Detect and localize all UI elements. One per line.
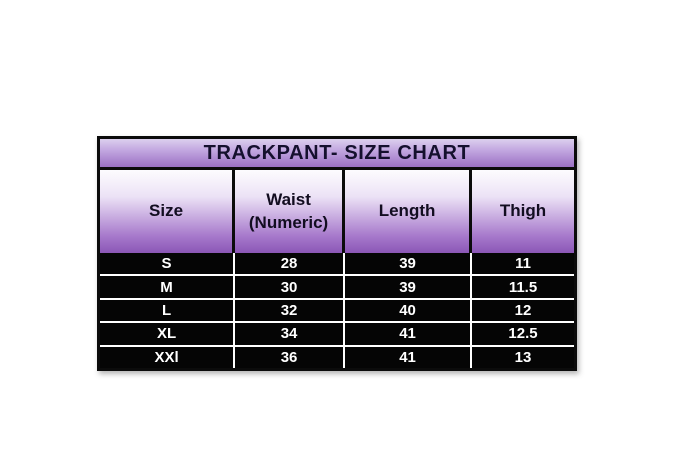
header-cell-waist: Waist (Numeric) bbox=[235, 170, 346, 253]
cell-thigh: 12 bbox=[514, 302, 532, 320]
cell-waist: 30 bbox=[235, 276, 346, 298]
table-title: TRACKPANT- SIZE CHART bbox=[100, 139, 574, 170]
cell-length: 41 bbox=[345, 323, 473, 345]
header-cell-length: Length bbox=[345, 170, 473, 253]
cell-size: L bbox=[100, 299, 236, 322]
cell-length: 41 bbox=[345, 346, 473, 369]
table-row: L 32 40 12 bbox=[100, 297, 574, 322]
cell-thigh: 11.5 bbox=[508, 278, 538, 296]
cell-thigh: 12.5 bbox=[508, 325, 538, 343]
table-row: S 28 39 11 bbox=[100, 253, 574, 275]
cell-length: 39 bbox=[345, 276, 473, 298]
table-header-row: Size Waist (Numeric) Length Thigh bbox=[100, 170, 574, 253]
cell-waist: 32 bbox=[235, 299, 346, 322]
cell-size: S bbox=[100, 253, 236, 275]
cell-length: 40 bbox=[345, 299, 473, 322]
table-body: S 28 39 11 M 30 39 11.5 L 32 40 12 XL 34… bbox=[100, 253, 574, 369]
cell-thigh: 13 bbox=[514, 348, 532, 366]
table-row: XXl 36 41 13 bbox=[100, 344, 574, 369]
table-row: XL 34 41 12.5 bbox=[100, 321, 574, 345]
header-cell-thigh: Thigh bbox=[472, 170, 574, 253]
cell-waist: 36 bbox=[235, 346, 346, 369]
cell-size: M bbox=[100, 276, 236, 298]
cell-waist: 28 bbox=[235, 253, 346, 275]
cell-length: 39 bbox=[345, 253, 473, 275]
cell-size: XL bbox=[100, 323, 236, 345]
cell-size: XXl bbox=[100, 346, 236, 369]
cell-waist: 34 bbox=[235, 323, 346, 345]
cell-thigh: 11 bbox=[515, 255, 531, 273]
header-cell-size: Size bbox=[100, 170, 236, 253]
size-chart-table: TRACKPANT- SIZE CHART Size Waist (Numeri… bbox=[97, 136, 577, 371]
table-row: M 30 39 11.5 bbox=[100, 274, 574, 298]
